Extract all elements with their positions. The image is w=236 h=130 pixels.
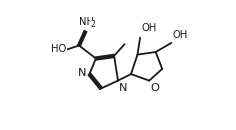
Text: HO: HO bbox=[51, 44, 66, 54]
Text: O: O bbox=[151, 83, 159, 93]
Text: OH: OH bbox=[141, 23, 157, 33]
Text: OH: OH bbox=[173, 30, 188, 40]
Text: N: N bbox=[78, 69, 86, 78]
Text: 2: 2 bbox=[91, 20, 96, 29]
Text: NH: NH bbox=[79, 17, 94, 27]
Text: N: N bbox=[119, 83, 128, 93]
